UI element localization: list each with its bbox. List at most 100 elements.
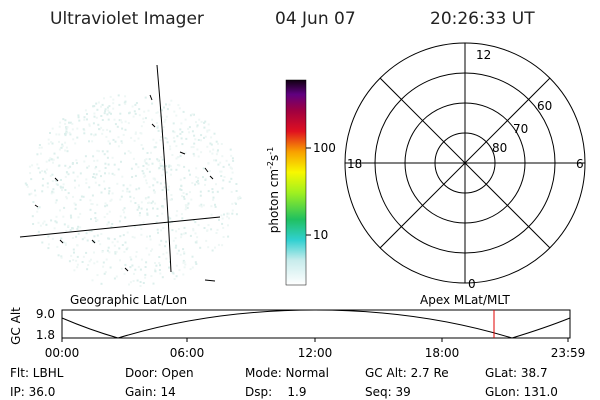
speckle (165, 251, 168, 254)
speckle (211, 188, 214, 191)
speckle (62, 183, 65, 186)
speckle (145, 247, 148, 250)
speckle (124, 216, 127, 219)
speckle (77, 116, 80, 119)
speckle (193, 113, 195, 116)
speckle (85, 232, 88, 235)
speckle (167, 188, 170, 191)
speckle (223, 213, 225, 216)
speckle (148, 253, 151, 256)
speckle (194, 138, 197, 141)
speckle (46, 186, 49, 189)
speckle (177, 228, 180, 230)
speckle (166, 141, 169, 144)
speckle (237, 198, 240, 201)
speckle (122, 234, 125, 237)
speckle (172, 122, 175, 125)
speckle (163, 198, 166, 201)
speckle (225, 159, 228, 162)
speckle (53, 227, 56, 230)
speckle (192, 229, 195, 232)
speckle (65, 146, 68, 149)
speckle (79, 172, 82, 175)
speckle (176, 164, 179, 166)
speckle (114, 140, 117, 143)
speckle (166, 108, 169, 111)
speckle (61, 145, 64, 148)
speckle (189, 234, 192, 237)
speckle (164, 118, 167, 121)
speckle (94, 176, 97, 179)
speckle (52, 191, 55, 194)
speckle (127, 122, 130, 125)
info-field: GLat: 38.7 (485, 366, 548, 380)
speckle (124, 95, 127, 98)
speckle (100, 115, 103, 117)
speckle (171, 154, 174, 156)
speckle (235, 183, 238, 185)
speckle (178, 164, 181, 167)
speckle (183, 232, 186, 235)
speckle (83, 236, 86, 239)
speckle (69, 133, 72, 136)
speckle (140, 201, 143, 204)
speckle (137, 166, 140, 169)
speckle (195, 176, 198, 178)
speckle (83, 132, 86, 135)
speckle (143, 110, 146, 113)
speckle (159, 162, 162, 165)
speckle (134, 131, 137, 134)
speckle (153, 191, 156, 194)
speckle (231, 209, 234, 212)
speckle (92, 105, 95, 108)
speckle (89, 208, 92, 211)
speckle (65, 130, 68, 133)
speckle (47, 247, 50, 250)
speckle (104, 271, 107, 274)
lat-label: 70 (513, 122, 528, 136)
speckle (45, 223, 48, 226)
speckle (55, 215, 58, 218)
speckle (130, 136, 133, 139)
speckle (58, 148, 61, 151)
speckle (74, 142, 77, 145)
speckle (187, 202, 190, 205)
speckle (88, 124, 91, 127)
speckle (129, 200, 132, 203)
speckle (79, 212, 82, 215)
speckle (106, 204, 109, 207)
speckle (144, 266, 147, 268)
speckle (65, 195, 68, 198)
speckle (155, 264, 158, 267)
colorbar-tick-label: 100 (313, 141, 336, 155)
speckle (49, 157, 52, 160)
speckle (98, 170, 101, 173)
speckle (75, 235, 78, 238)
speckle (181, 131, 184, 133)
speckle (169, 217, 172, 220)
speckle (51, 237, 54, 240)
speckle (202, 176, 204, 179)
speckle (82, 255, 85, 258)
speckle (139, 212, 141, 214)
speckle (63, 206, 66, 209)
speckle (162, 168, 165, 171)
speckle (188, 131, 191, 134)
speckle (121, 244, 124, 246)
speckle (197, 224, 200, 227)
speckle (179, 128, 182, 131)
x-label: 00:00 (45, 346, 80, 360)
speckle (139, 281, 142, 283)
speckle (107, 246, 110, 249)
speckle (60, 255, 63, 258)
speckle (52, 161, 54, 164)
speckle (47, 235, 50, 238)
speckle (45, 160, 48, 163)
speckle (102, 129, 105, 132)
speckle (145, 182, 148, 185)
speckle (76, 266, 79, 269)
speckle (142, 282, 145, 284)
speckle (182, 261, 185, 264)
speckle (198, 118, 201, 121)
speckle (91, 140, 94, 143)
